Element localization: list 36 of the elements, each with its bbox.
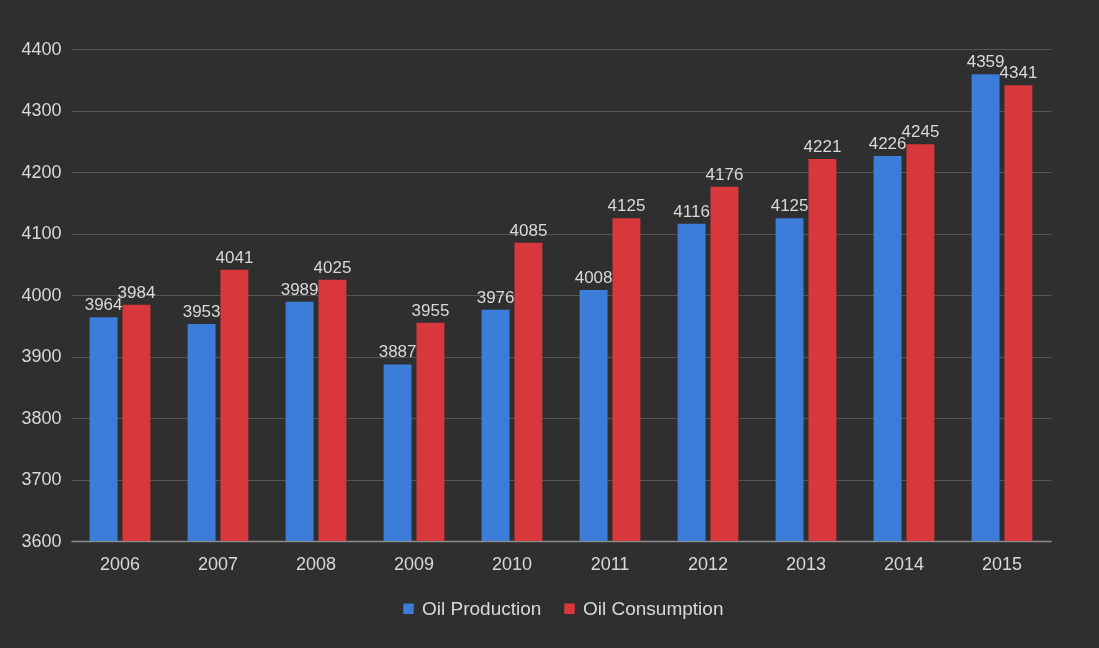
legend-label: Oil Production [422,597,542,619]
data-label: 3976 [476,287,515,307]
legend-label: Oil Consumption [583,597,724,619]
x-tick-label: 2009 [393,553,435,574]
data-label: 3989 [280,279,319,299]
data-label: 4025 [313,257,352,277]
y-tick-label: 4300 [21,100,62,120]
y-tick-label: 4400 [21,38,62,59]
x-tick-label: 2013 [785,553,827,574]
x-tick-label: 2014 [883,553,925,574]
data-label: 4226 [868,134,907,154]
data-label: 4041 [215,247,254,267]
x-tick-label: 2008 [295,553,337,574]
data-label: 4125 [607,196,646,216]
data-label: 4116 [673,201,710,221]
data-label: 4176 [705,164,744,184]
x-tick-label: 2006 [99,553,141,574]
y-tick-label: 3800 [21,407,62,428]
data-label: 4085 [509,220,548,240]
x-tick-label: 2011 [590,553,630,574]
data-label: 3887 [378,342,417,362]
x-tick-label: 2015 [981,553,1023,574]
y-tick-label: 4200 [21,161,62,182]
y-tick-label: 4000 [21,284,62,305]
data-label: 4221 [803,137,842,157]
x-tick-label: 2012 [687,553,729,574]
y-tick-label: 3700 [21,469,62,489]
x-tick-label: 2007 [197,553,239,574]
x-tick-label: 2010 [491,553,533,574]
data-label: 4125 [770,196,809,216]
data-label: 3953 [182,301,221,321]
y-tick-label: 3600 [21,530,62,551]
y-tick-label: 3900 [21,346,62,366]
data-label: 4008 [574,268,613,288]
y-tick-label: 4100 [21,223,62,243]
data-label: 3955 [411,300,450,320]
